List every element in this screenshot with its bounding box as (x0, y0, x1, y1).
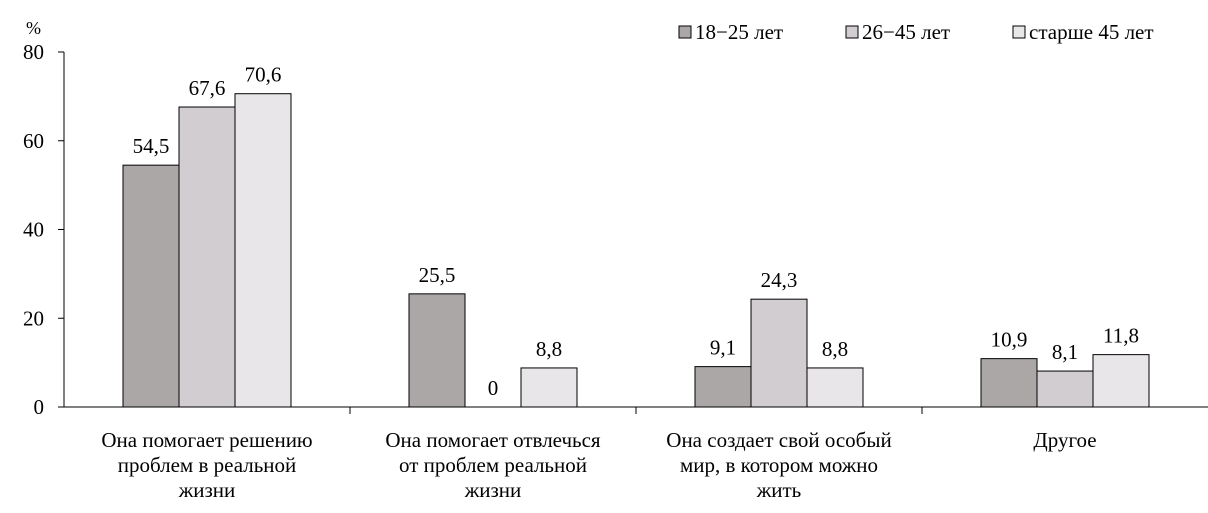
y-axis-unit-label: % (26, 18, 41, 38)
data-label: 67,6 (189, 76, 226, 100)
y-tick-label: 60 (23, 129, 44, 153)
legend-label: старше 45 лет (1029, 20, 1154, 44)
y-tick-label: 0 (34, 395, 45, 419)
data-label: 11,8 (1103, 324, 1139, 348)
bars: 54,5 67,6 70,6 25,5 0 8,8 9,1 24,3 8,8 10,9 8,1 11,… (122, 63, 1150, 408)
data-label: 54,5 (133, 134, 170, 158)
category-label: Она помогает отвлечься от проблем реально… (385, 428, 601, 502)
category-label: Другое (1033, 428, 1096, 452)
data-label: 8,1 (1052, 340, 1078, 364)
bar (122, 164, 180, 408)
bar (408, 293, 466, 408)
bar (234, 93, 292, 408)
x-axis: Она помогает решению проблем в реальной жи… (64, 406, 1208, 502)
bar (750, 298, 808, 408)
y-tick-label: 20 (23, 306, 44, 330)
data-label: 8,8 (536, 337, 562, 361)
legend-item: 18−25 лет (678, 20, 783, 44)
data-label: 8,8 (822, 337, 848, 361)
legend-swatch (845, 25, 859, 39)
bar (806, 367, 864, 408)
category-label: Она помогает решению проблем в реальной жи… (101, 428, 312, 502)
data-label: 25,5 (419, 263, 456, 287)
y-tick-label: 40 (23, 218, 44, 242)
bar (694, 366, 752, 408)
bar (1036, 370, 1094, 408)
legend-swatch (1012, 25, 1026, 39)
y-tick-label: 80 (23, 40, 44, 64)
legend-label: 18−25 лет (695, 20, 783, 44)
bar (520, 367, 578, 408)
legend-label: 26−45 лет (862, 20, 950, 44)
y-axis: 0 20 40 60 80 (23, 40, 65, 419)
bar (980, 358, 1038, 408)
data-label: 10,9 (991, 328, 1028, 352)
bar (1092, 354, 1150, 408)
legend-swatch (678, 25, 692, 39)
data-label: 9,1 (710, 336, 736, 360)
data-label: 70,6 (245, 63, 282, 87)
data-label: 0 (488, 376, 499, 400)
data-label: 24,3 (761, 268, 798, 292)
bar (178, 106, 236, 408)
category-label: Она создает свой особый мир, в котором мо… (666, 428, 891, 502)
legend-item: старше 45 лет (1012, 20, 1154, 44)
legend: 18−25 лет 26−45 лет старше 45 лет (678, 20, 1154, 44)
legend-item: 26−45 лет (845, 20, 950, 44)
